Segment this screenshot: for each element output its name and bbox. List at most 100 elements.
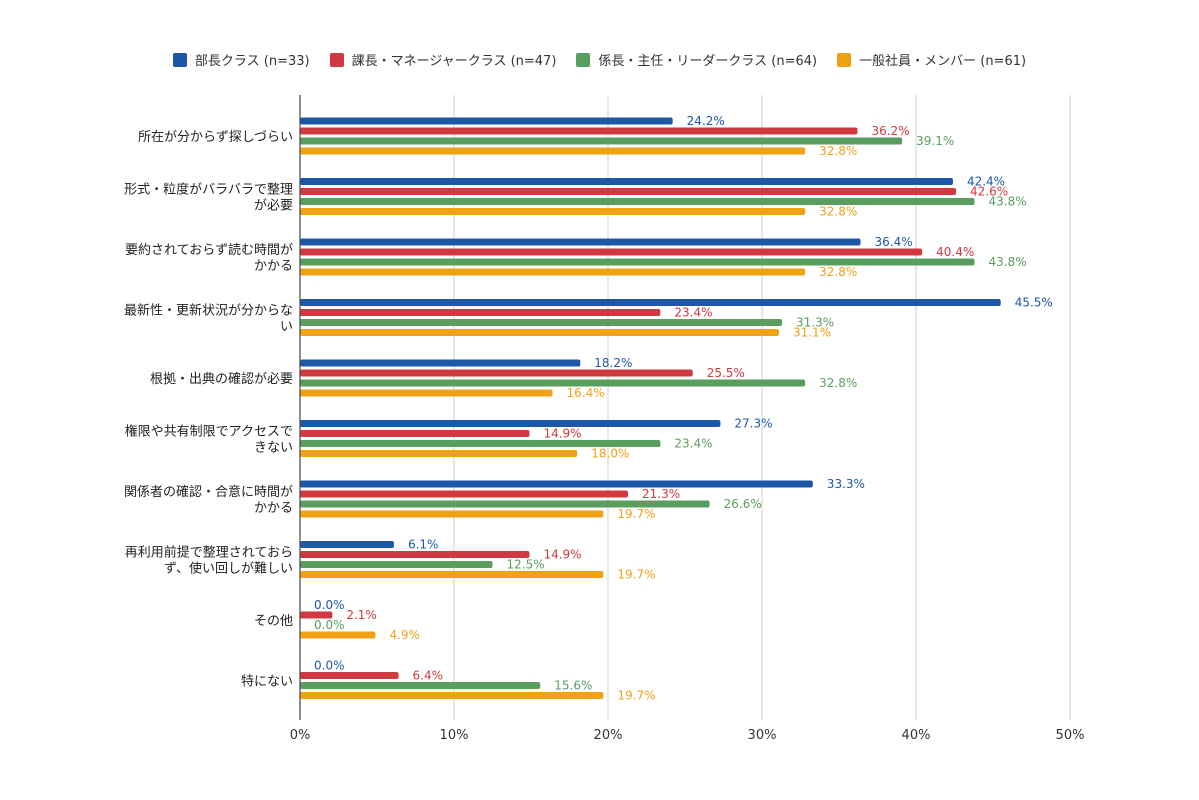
category-label: 特にない <box>241 675 293 690</box>
category-label: 関係者の確認・合意に時間が <box>124 484 293 500</box>
data-label: 19.7% <box>617 568 655 582</box>
data-label: 21.3% <box>642 487 680 501</box>
bar <box>300 571 604 578</box>
bar <box>300 117 673 125</box>
legend-item: 課長・マネージャークラス (n=47) <box>329 50 557 69</box>
bar <box>300 258 975 266</box>
bar <box>300 450 578 457</box>
category-label: 再利用前提で整理されておら <box>125 545 293 561</box>
bar <box>300 248 923 256</box>
data-label: 36.4% <box>875 235 913 249</box>
data-label: 33.3% <box>827 477 865 491</box>
x-tick-label: 30% <box>748 728 777 743</box>
legend-swatch <box>837 52 852 67</box>
data-label: 15.6% <box>554 679 592 693</box>
data-label: 24.2% <box>687 114 725 128</box>
bar <box>300 440 661 447</box>
data-label: 14.9% <box>543 427 581 441</box>
legend-swatch <box>576 52 591 67</box>
data-label: 43.8% <box>989 195 1027 209</box>
data-label: 27.3% <box>734 417 772 431</box>
bar <box>300 500 710 508</box>
bar <box>300 127 858 135</box>
data-label: 23.4% <box>674 437 712 451</box>
data-label: 31.1% <box>793 326 831 340</box>
data-label: 19.7% <box>617 507 655 521</box>
x-tick-label: 0% <box>290 728 311 743</box>
data-label: 32.8% <box>819 205 857 219</box>
category-label: 形式・粒度がバラバラで整理 <box>124 182 293 198</box>
data-label: 14.9% <box>543 548 581 562</box>
legend-swatch <box>172 52 187 67</box>
bar <box>300 379 806 387</box>
bar <box>300 672 399 679</box>
data-label: 18.0% <box>591 447 629 461</box>
bar <box>300 319 783 326</box>
category-label: その他 <box>254 614 293 629</box>
data-label: 23.4% <box>674 306 712 320</box>
bar <box>300 188 957 195</box>
data-label: 19.7% <box>617 689 655 703</box>
legend-item: 一般社員・メンバー (n=61) <box>837 50 1026 69</box>
category-label: い <box>280 320 293 335</box>
data-label: 12.5% <box>507 558 545 572</box>
legend-label: 部長クラス (n=33) <box>194 54 310 69</box>
x-tick-label: 50% <box>1056 728 1085 743</box>
category-label: 要約されておらず読む時間が <box>125 242 293 258</box>
data-label: 43.8% <box>989 255 1027 269</box>
data-label: 36.2% <box>871 124 909 138</box>
data-label: 32.8% <box>819 144 857 158</box>
data-label: 26.6% <box>724 497 762 511</box>
bar <box>300 147 806 155</box>
data-label: 0.0% <box>314 618 345 632</box>
data-label: 32.8% <box>819 376 857 390</box>
bar <box>300 238 861 246</box>
legend-swatch <box>329 52 344 67</box>
bar <box>300 299 1001 306</box>
category-label: かかる <box>254 501 293 516</box>
data-label: 42.6% <box>970 185 1008 199</box>
bar <box>300 490 629 498</box>
data-label: 18.2% <box>594 356 632 370</box>
bar <box>300 359 581 367</box>
data-label: 2.1% <box>346 608 377 622</box>
bar <box>300 541 394 548</box>
bar <box>300 430 530 437</box>
bar <box>300 178 953 185</box>
chart-legend: 部長クラス (n=33) 課長・マネージャークラス (n=47) 係長・主任・リーダ… <box>0 50 1199 69</box>
legend-label: 課長・マネージャークラス (n=47) <box>351 54 557 69</box>
data-label: 16.4% <box>567 386 605 400</box>
data-label: 39.1% <box>916 134 954 148</box>
category-label: 最新性・更新状況が分からな <box>124 303 293 319</box>
data-label: 0.0% <box>314 659 345 673</box>
category-label: 根拠・出典の確認が必要 <box>150 371 293 387</box>
category-label: かかる <box>254 259 293 274</box>
data-label: 4.9% <box>389 628 420 642</box>
bar <box>300 137 903 145</box>
data-label: 42.4% <box>967 175 1005 189</box>
x-tick-label: 10% <box>440 728 469 743</box>
bar <box>300 561 493 568</box>
category-label: が必要 <box>254 199 293 214</box>
bar <box>300 631 376 639</box>
category-label: ず、使い回しが難しい <box>164 561 293 577</box>
data-label: 25.5% <box>707 366 745 380</box>
legend-item: 部長クラス (n=33) <box>172 50 310 69</box>
data-label: 0.0% <box>314 598 345 612</box>
bar <box>300 611 333 619</box>
data-label: 31.3% <box>796 316 834 330</box>
bar <box>300 551 530 558</box>
x-tick-label: 40% <box>902 728 931 743</box>
bar <box>300 329 779 336</box>
data-label: 32.8% <box>819 265 857 279</box>
bar <box>300 510 604 518</box>
data-label: 6.1% <box>408 538 439 552</box>
bar <box>300 420 721 427</box>
bar <box>300 369 693 377</box>
category-label: 権限や共有制限でアクセスで <box>125 424 293 440</box>
bar <box>300 692 604 699</box>
category-label: 所在が分からず探しづらい <box>138 130 293 145</box>
bar <box>300 480 813 488</box>
legend-item: 係長・主任・リーダークラス (n=64) <box>576 50 817 69</box>
